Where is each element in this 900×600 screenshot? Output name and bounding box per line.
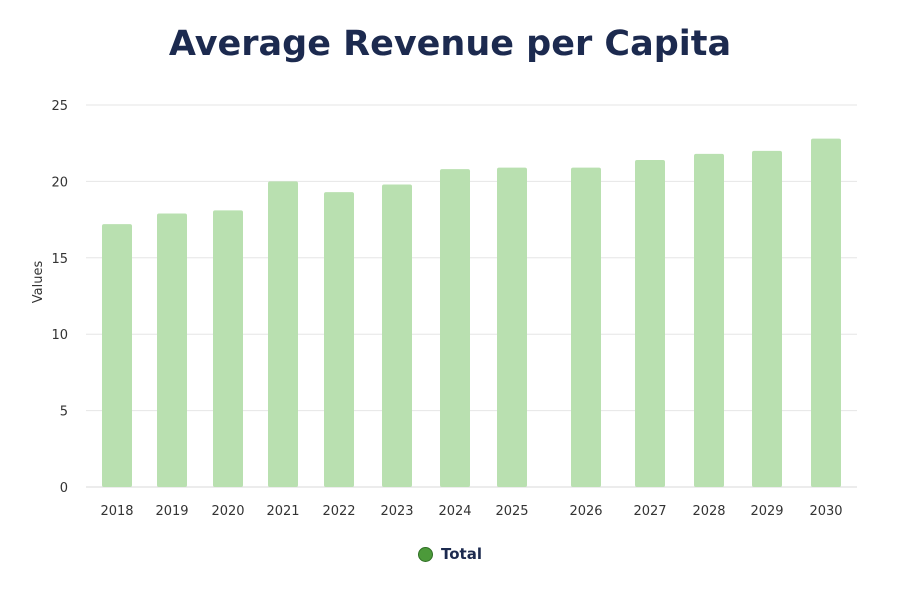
bar-2019 (157, 213, 187, 487)
y-tick-label: 15 (51, 252, 68, 267)
x-tick-label: 2026 (569, 504, 602, 519)
bar-2025 (497, 167, 527, 487)
bar-2024 (440, 169, 470, 487)
x-tick-label: 2025 (495, 504, 528, 519)
x-tick-label: 2019 (155, 504, 188, 519)
x-tick-label: 2022 (322, 504, 355, 519)
bar-2026 (571, 167, 601, 487)
y-tick-label: 0 (60, 481, 68, 496)
y-tick-label: 25 (51, 99, 68, 114)
bar-2021 (268, 181, 298, 487)
bar-2030 (811, 138, 841, 487)
bar-2020 (213, 210, 243, 487)
x-tick-label: 2020 (211, 504, 244, 519)
legend: Total (0, 545, 900, 563)
x-tick-label: 2027 (633, 504, 666, 519)
y-tick-label: 5 (60, 405, 68, 420)
x-tick-label: 2030 (809, 504, 842, 519)
legend-label-total: Total (441, 545, 482, 563)
bar-2023 (382, 184, 412, 487)
y-tick-label: 20 (51, 175, 68, 190)
bar-2022 (324, 192, 354, 487)
x-tick-label: 2028 (692, 504, 725, 519)
bar-2028 (694, 153, 724, 487)
bar-2018 (102, 224, 132, 487)
y-tick-label: 10 (51, 328, 68, 343)
x-tick-label: 2018 (100, 504, 133, 519)
chart-title: Average Revenue per Capita (168, 24, 732, 64)
legend-marker-total (418, 546, 433, 562)
y-axis-label: Values (31, 261, 46, 304)
bar-2029 (752, 150, 782, 487)
bar-2027 (635, 160, 665, 487)
x-tick-label: 2021 (266, 504, 299, 519)
x-tick-label: 2029 (750, 504, 783, 519)
x-tick-label: 2024 (438, 504, 471, 519)
x-tick-label: 2023 (380, 504, 413, 519)
